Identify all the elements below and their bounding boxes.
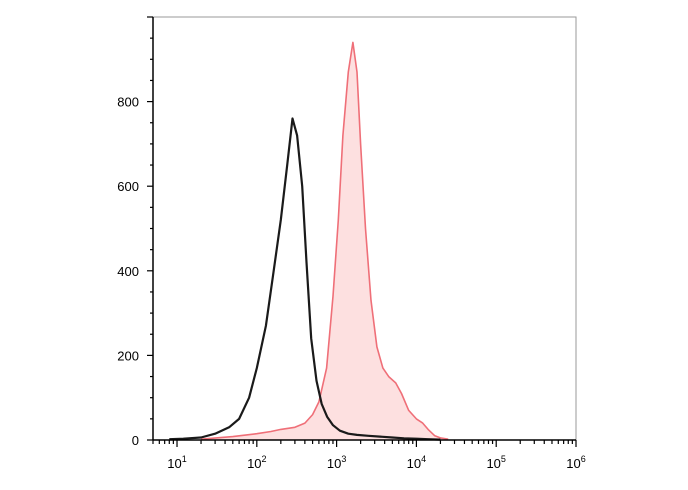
x-tick-label: 106: [566, 454, 585, 471]
x-axis-ticks: 101 102 103 104 105 106: [152, 440, 586, 471]
x-tick-label: 104: [407, 454, 426, 471]
x-tick-label: 105: [486, 454, 505, 471]
y-tick-label: 600: [117, 179, 139, 194]
y-tick-label: 400: [117, 264, 139, 279]
series-0-line: [169, 117, 441, 441]
series-layer: [169, 41, 449, 441]
y-axis-ticks: 0 200 400 600 800: [117, 16, 153, 448]
y-tick-label: 0: [132, 433, 139, 448]
x-tick-label: 103: [327, 454, 346, 471]
y-tick-label: 200: [117, 348, 139, 363]
x-tick-label: 102: [247, 454, 266, 471]
y-tick-label: 800: [117, 95, 139, 110]
series-1-line: [200, 41, 449, 440]
x-tick-label: 101: [167, 454, 186, 471]
